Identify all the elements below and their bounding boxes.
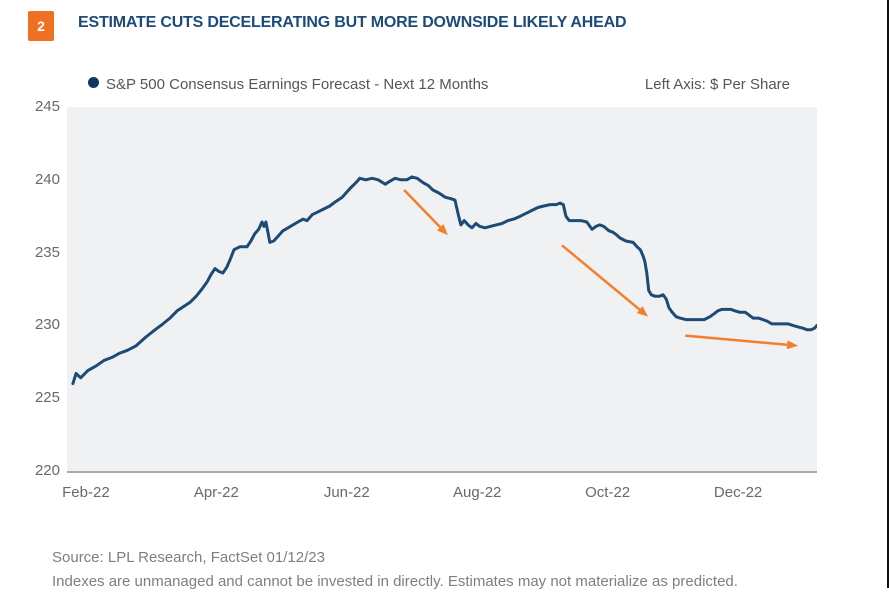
y-tick-label: 235 — [34, 243, 60, 261]
source-note: Source: LPL Research, FactSet 01/12/23 — [52, 549, 325, 566]
x-tick-label: Dec-22 — [713, 484, 763, 501]
y-tick-label: 230 — [34, 316, 60, 334]
second-decline-arrow — [561, 244, 649, 317]
left-axis-note: Left Axis: $ Per Share — [644, 76, 790, 93]
series-line — [71, 175, 817, 386]
figure-number: 2 — [37, 18, 45, 34]
forecast-line-chart — [71, 175, 817, 386]
x-tick-label: Aug-22 — [453, 484, 502, 501]
third-decline-arrow — [685, 334, 799, 350]
x-tick-label: Oct-22 — [585, 484, 631, 501]
x-tick-label: Jun-22 — [323, 484, 370, 501]
plot-area — [67, 107, 817, 473]
y-tick-label: 220 — [34, 462, 60, 479]
figure-title: ESTIMATE CUTS DECELERATING BUT MORE DOWN… — [78, 14, 627, 31]
page-right-border-line — [887, 0, 889, 588]
legend-series-label: S&P 500 Consensus Earnings Forecast - Ne… — [106, 76, 489, 93]
y-tick-label: 225 — [34, 389, 60, 407]
figure-number-badge: 2 — [28, 11, 54, 41]
x-tick-label: Feb-22 — [62, 484, 110, 501]
x-tick-label: Apr-22 — [193, 484, 239, 501]
first-decline-arrow — [403, 189, 448, 236]
y-tick-label: 240 — [34, 170, 60, 188]
y-tick-label: 245 — [34, 98, 60, 115]
disclaimer-note: Indexes are unmanaged and cannot be inve… — [52, 573, 738, 590]
legend-marker-dot-icon — [88, 77, 99, 88]
